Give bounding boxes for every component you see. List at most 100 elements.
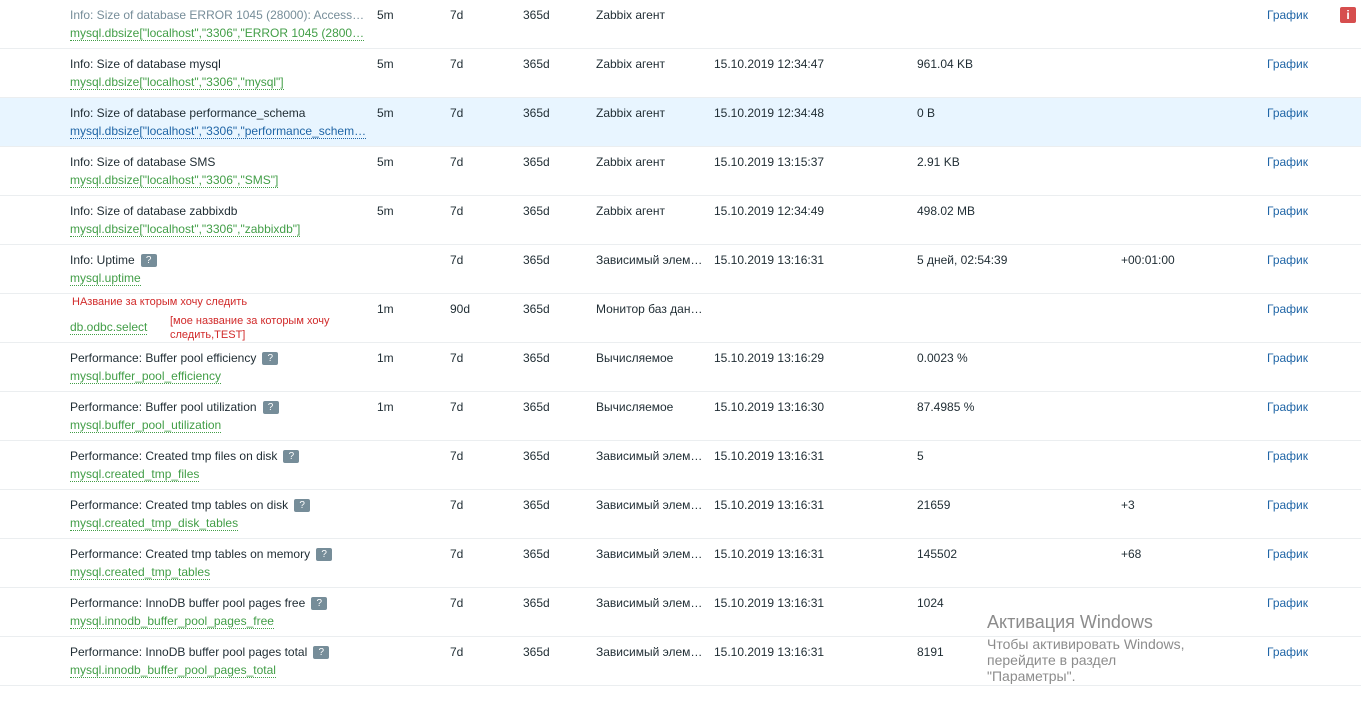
item-name[interactable]: Performance: Created tmp files on disk? [70,449,300,463]
item-key-link[interactable]: mysql.dbsize["localhost","3306","ERROR 1… [70,26,365,41]
help-icon[interactable]: ? [311,597,328,610]
last-value-cell: 0 B [917,106,936,120]
graph-link[interactable]: График [1267,645,1308,659]
type-cell: Зависимый элем… [596,449,703,463]
item-name[interactable]: Info: Size of database zabbixdb [70,204,238,218]
interval-cell: 1m [377,302,394,316]
change-cell: +68 [1121,547,1142,561]
graph-link[interactable]: График [1267,302,1308,316]
graph-link[interactable]: График [1267,57,1308,71]
interval-cell: 5m [377,204,394,218]
graph-link[interactable]: График [1267,155,1308,169]
item-key-link[interactable]: mysql.innodb_buffer_pool_pages_free [70,614,274,629]
trends-cell: 365d [523,596,550,610]
table-row: Info: Size of database ERROR 1045 (28000… [0,0,1361,49]
table-row: Info: Size of database performance_schem… [0,98,1361,147]
type-cell: Zabbix агент [596,8,665,22]
last-value-cell: 21659 [917,498,951,512]
table-row: Performance: Created tmp files on disk? m… [0,441,1361,490]
type-cell: Zabbix агент [596,204,665,218]
graph-link[interactable]: График [1267,351,1308,365]
type-cell: Вычисляемое [596,351,674,365]
interval-cell: 5m [377,8,394,22]
graph-link[interactable]: График [1267,8,1308,22]
help-icon[interactable]: ? [283,450,300,463]
item-key-link[interactable]: mysql.dbsize["localhost","3306","SMS"] [70,173,279,188]
trends-cell: 365d [523,302,550,316]
last-check-cell: 15.10.2019 12:34:49 [714,204,825,218]
item-name[interactable]: Performance: Buffer pool efficiency? [70,351,279,365]
help-icon[interactable]: ? [316,548,333,561]
table-row: Performance: Buffer pool efficiency? mysq… [0,343,1361,392]
item-name[interactable]: Performance: Created tmp tables on disk? [70,498,311,512]
type-cell: Вычисляемое [596,400,674,414]
history-cell: 7d [450,449,464,463]
item-key-link[interactable]: mysql.created_tmp_disk_tables [70,516,239,531]
item-key-link[interactable]: mysql.dbsize["localhost","3306","zabbixd… [70,222,301,237]
item-key-link[interactable]: mysql.buffer_pool_efficiency [70,369,221,384]
last-value-cell: 498.02 MB [917,204,976,218]
item-name[interactable]: Performance: Buffer pool utilization? [70,400,279,414]
last-check-cell: 15.10.2019 13:16:31 [714,253,825,267]
item-key-link[interactable]: mysql.created_tmp_files [70,467,200,482]
item-name[interactable]: Performance: InnoDB buffer pool pages fr… [70,596,328,610]
help-icon[interactable]: ? [313,646,330,659]
item-name[interactable]: Info: Size of database mysql [70,57,221,71]
history-cell: 7d [450,547,464,561]
item-name[interactable]: Info: Size of database ERROR 1045 (28000… [70,8,365,22]
item-key-link[interactable]: mysql.uptime [70,271,141,286]
history-cell: 7d [450,155,464,169]
item-key-link[interactable]: mysql.dbsize["localhost","3306","perform… [70,124,367,139]
item-key-link[interactable]: mysql.dbsize["localhost","3306","mysql"] [70,75,284,90]
trends-cell: 365d [523,204,550,218]
type-cell: Зависимый элем… [596,547,703,561]
item-name[interactable]: Info: Uptime? [70,253,157,267]
graph-link[interactable]: График [1267,596,1308,610]
trends-cell: 365d [523,351,550,365]
last-check-cell: 15.10.2019 13:15:37 [714,155,825,169]
graph-link[interactable]: График [1267,253,1308,267]
item-key-link[interactable]: db.odbc.select [70,320,148,335]
item-key-link[interactable]: mysql.created_tmp_tables [70,565,211,580]
last-value-cell: 0.0023 % [917,351,968,365]
history-cell: 7d [450,57,464,71]
error-info-icon[interactable]: i [1340,7,1356,23]
item-name[interactable]: Performance: InnoDB buffer pool pages to… [70,645,330,659]
table-row: Info: Size of database mysql mysql.dbsize… [0,49,1361,98]
history-cell: 7d [450,498,464,512]
graph-link[interactable]: График [1267,106,1308,120]
table-row: Performance: InnoDB buffer pool pages fr… [0,588,1361,637]
last-value-cell: 8191 [917,645,944,659]
history-cell: 7d [450,596,464,610]
type-cell: Зависимый элем… [596,645,703,659]
interval-cell: 5m [377,57,394,71]
last-value-cell: 961.04 KB [917,57,974,71]
type-cell: Zabbix агент [596,155,665,169]
table-row: Performance: Buffer pool utilization? mys… [0,392,1361,441]
help-icon[interactable]: ? [262,352,279,365]
item-name[interactable]: Info: Size of database SMS [70,155,216,169]
help-icon[interactable]: ? [262,401,279,414]
trends-cell: 365d [523,547,550,561]
item-name[interactable]: Info: Size of database performance_schem… [70,106,306,120]
graph-link[interactable]: График [1267,400,1308,414]
graph-link[interactable]: График [1267,547,1308,561]
graph-link[interactable]: График [1267,204,1308,218]
item-key-link[interactable]: mysql.innodb_buffer_pool_pages_total [70,663,276,678]
type-cell: Zabbix агент [596,106,665,120]
item-key-link[interactable]: mysql.buffer_pool_utilization [70,418,222,433]
history-cell: 7d [450,253,464,267]
graph-link[interactable]: График [1267,449,1308,463]
type-cell: Зависимый элем… [596,498,703,512]
graph-link[interactable]: График [1267,498,1308,512]
history-cell: 7d [450,645,464,659]
last-value-cell: 2.91 KB [917,155,960,169]
item-name[interactable]: Performance: Created tmp tables on memor… [70,547,333,561]
history-cell: 7d [450,400,464,414]
help-icon[interactable]: ? [294,499,311,512]
last-value-cell: 145502 [917,547,958,561]
table-row: Info: Uptime? mysql.uptime 7d 365d Зависимый… [0,245,1361,294]
last-check-cell: 15.10.2019 13:16:30 [714,400,825,414]
help-icon[interactable]: ? [140,254,157,267]
interval-cell: 5m [377,106,394,120]
